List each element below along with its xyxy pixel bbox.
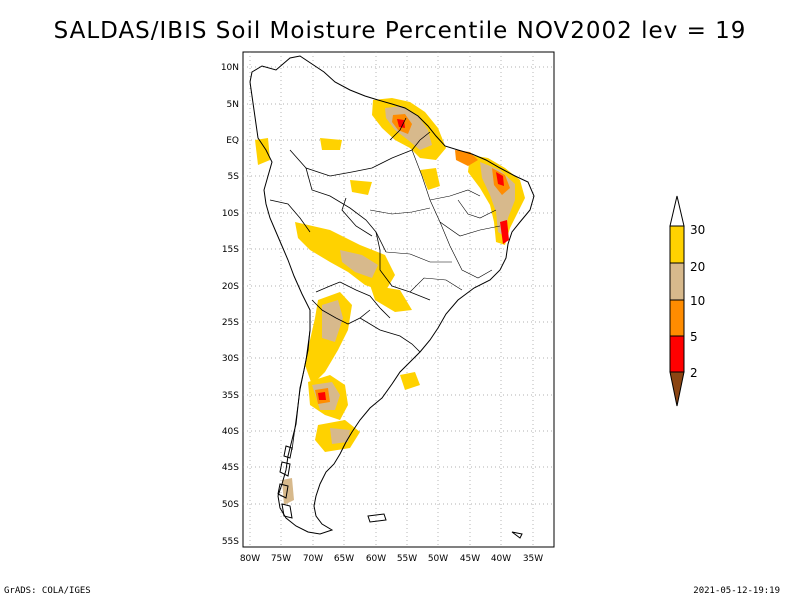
lat-label: 40S: [222, 427, 239, 437]
state-borders: [369, 149, 501, 293]
legend-top-arrow: [669, 195, 685, 227]
lon-label: 50W: [428, 554, 448, 564]
lat-label: 55S: [222, 537, 239, 547]
lon-label: 45W: [460, 554, 480, 564]
lat-label: 10N: [221, 63, 239, 73]
shade-guiana-red: [397, 119, 405, 128]
lon-label: 55W: [397, 554, 417, 564]
shade-patagonia-tan: [330, 428, 350, 444]
country-borders: [269, 117, 431, 451]
lat-label: 15S: [222, 245, 239, 255]
lat-label: 20S: [222, 282, 239, 292]
lon-label: 40W: [491, 554, 511, 564]
lat-labels: 10N 5N EQ 5S 10S 15S 20S 25S 30S 35S 40S…: [221, 63, 239, 547]
lon-label: 65W: [334, 554, 354, 564]
legend-bin-10-20: [669, 262, 685, 301]
shade-west-yellow: [255, 138, 270, 165]
map-title: SALDAS/IBIS Soil Moisture Percentile NOV…: [53, 18, 747, 44]
shade-arg-red: [318, 392, 326, 400]
lon-label: 35W: [523, 554, 543, 564]
lat-label: 10S: [222, 209, 239, 219]
chile-archipelago: [277, 445, 523, 539]
shade-mid-yellow: [350, 180, 372, 195]
legend-label: 30: [690, 223, 705, 237]
lat-label: 25S: [222, 318, 239, 328]
lon-label: 75W: [271, 554, 291, 564]
lat-label: 45S: [222, 463, 239, 473]
shade-amazon-tan: [340, 250, 378, 278]
lon-label: 70W: [303, 554, 323, 564]
south-america-coastline: [249, 55, 535, 535]
shade-chaco-tan: [322, 300, 343, 342]
lat-label: 30S: [222, 354, 239, 364]
lat-label: 5N: [227, 100, 239, 110]
grads-credit: GrADS: COLA/IGES: [4, 586, 91, 596]
color-legend: 30 20 10 5 2: [669, 195, 705, 407]
shade-ne-red-south: [500, 220, 509, 244]
shade-pantanal-yellow: [370, 285, 412, 312]
shade-ne-red: [496, 172, 504, 186]
lat-label: 50S: [222, 500, 239, 510]
shade-uruguay-yellow: [400, 372, 420, 390]
shade-coast-orange: [455, 150, 478, 166]
legend-bin-2-5: [669, 335, 685, 373]
lon-label: 80W: [240, 554, 260, 564]
lat-label: 5S: [228, 172, 240, 182]
lon-label: 60W: [366, 554, 386, 564]
legend-bottom-arrow: [669, 371, 685, 407]
percentile-shading: [255, 98, 525, 505]
legend-bin-20-30: [669, 225, 685, 264]
legend-label: 2: [690, 366, 698, 380]
lat-label: 35S: [222, 391, 239, 401]
shade-north-yellow: [320, 138, 342, 150]
render-timestamp: 2021-05-12-19:19: [693, 586, 780, 596]
legend-bin-5-10: [669, 299, 685, 337]
legend-label: 10: [690, 294, 705, 308]
shade-central-yellow: [420, 168, 440, 190]
legend-label: 20: [690, 260, 705, 274]
lat-label: EQ: [226, 136, 239, 146]
legend-label: 5: [690, 330, 698, 344]
lon-labels: 80W 75W 70W 65W 60W 55W 50W 45W 40W 35W: [240, 554, 543, 564]
